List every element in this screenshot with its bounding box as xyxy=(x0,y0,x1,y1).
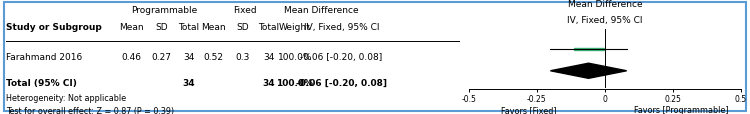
Text: 34: 34 xyxy=(183,53,195,61)
Text: Study or Subgroup: Study or Subgroup xyxy=(6,23,102,32)
Text: SD: SD xyxy=(155,23,167,32)
Text: Mean Difference: Mean Difference xyxy=(568,0,642,9)
Text: 0.3: 0.3 xyxy=(235,53,250,61)
Text: Farahmand 2016: Farahmand 2016 xyxy=(6,53,82,61)
Text: 0.27: 0.27 xyxy=(152,53,171,61)
Text: 34: 34 xyxy=(183,78,195,87)
Text: Heterogeneity: Not applicable: Heterogeneity: Not applicable xyxy=(6,93,126,102)
Text: IV, Fixed, 95% CI: IV, Fixed, 95% CI xyxy=(567,16,643,25)
Text: Total (95% CI): Total (95% CI) xyxy=(6,78,76,87)
Text: Mean: Mean xyxy=(119,23,143,32)
Text: Total: Total xyxy=(258,23,279,32)
Text: 0.52: 0.52 xyxy=(204,53,224,61)
Text: IV, Fixed, 95% CI: IV, Fixed, 95% CI xyxy=(304,23,379,32)
Text: Favors [Programmable]: Favors [Programmable] xyxy=(634,105,728,114)
Text: 34: 34 xyxy=(262,78,274,87)
Text: 0.46: 0.46 xyxy=(122,53,141,61)
Text: 100.0%: 100.0% xyxy=(278,53,312,61)
Text: Favors [Fixed]: Favors [Fixed] xyxy=(501,105,556,114)
Text: Test for overall effect: Z = 0.87 (P = 0.39): Test for overall effect: Z = 0.87 (P = 0… xyxy=(6,106,174,114)
Text: Weight: Weight xyxy=(279,23,310,32)
Text: SD: SD xyxy=(236,23,248,32)
Bar xyxy=(574,48,604,51)
Text: Fixed: Fixed xyxy=(233,6,256,15)
Text: Mean Difference: Mean Difference xyxy=(284,6,359,15)
Text: Mean: Mean xyxy=(202,23,226,32)
Text: 34: 34 xyxy=(262,53,274,61)
Text: Total: Total xyxy=(178,23,200,32)
Text: Programmable: Programmable xyxy=(130,6,197,15)
Text: 100.0%: 100.0% xyxy=(276,78,314,87)
Text: -0.06 [-0.20, 0.08]: -0.06 [-0.20, 0.08] xyxy=(296,78,387,87)
Text: -0.06 [-0.20, 0.08]: -0.06 [-0.20, 0.08] xyxy=(300,53,382,61)
Polygon shape xyxy=(550,64,627,79)
